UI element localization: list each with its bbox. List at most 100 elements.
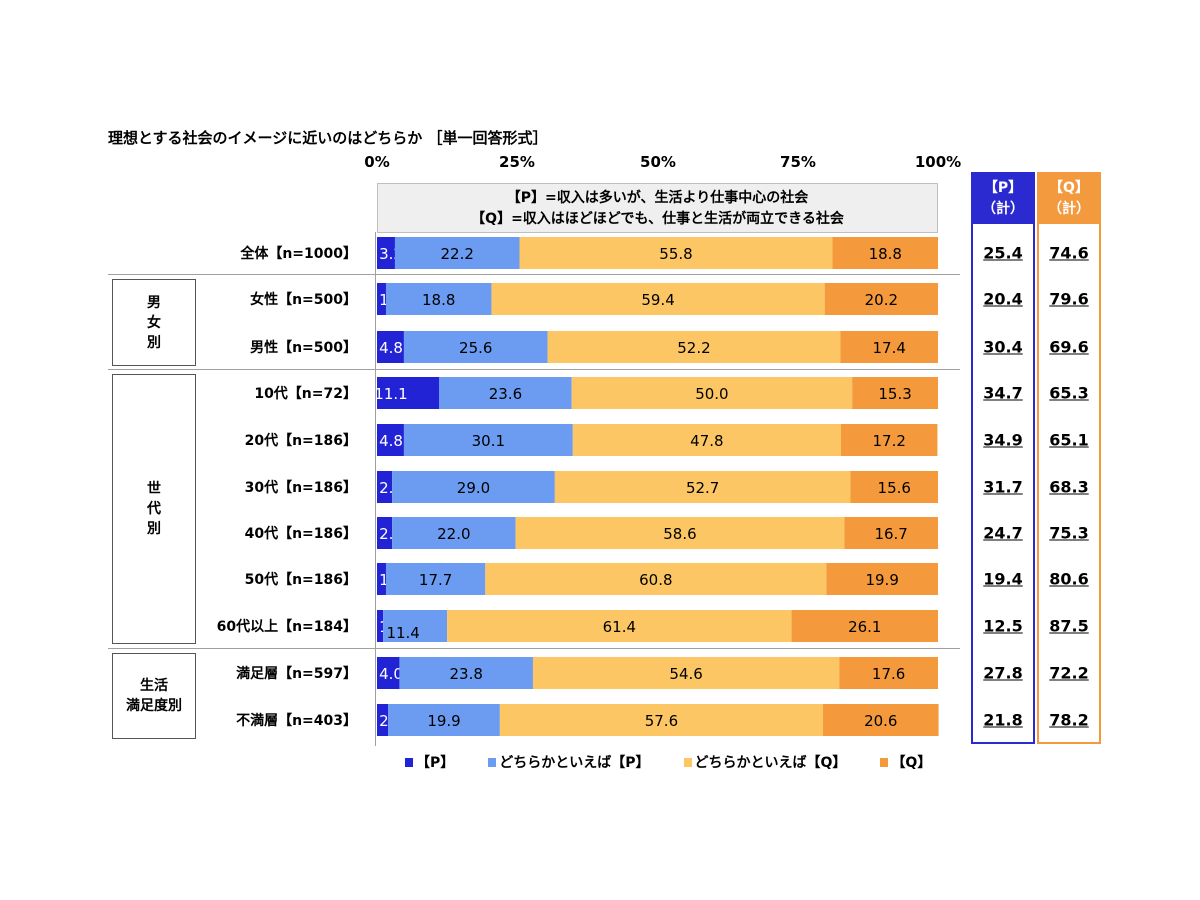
row-label: 20代【n=186】 — [244, 433, 357, 449]
x-tick-label: 100% — [914, 153, 962, 171]
legend-swatch — [488, 757, 497, 767]
q-total-value: 68.3 — [1049, 477, 1089, 497]
data-label-lean-p: 19.9 — [427, 712, 460, 730]
bar-segment-lean-q — [519, 237, 833, 269]
row-label: 60代以上【n=184】 — [216, 619, 357, 635]
data-label-lean-q: 61.4 — [603, 618, 636, 636]
bar-segment-lean-q — [499, 704, 823, 736]
legend-swatch — [683, 757, 692, 767]
bar-segment-lean-p — [403, 424, 573, 456]
bar-segment-p — [377, 377, 440, 409]
q-total-value: 79.6 — [1049, 289, 1089, 309]
bar-segment-q — [824, 283, 938, 315]
bar-segment-p — [377, 283, 386, 315]
p-total-value: 34.9 — [983, 430, 1023, 450]
data-label-p: 4.0 — [379, 665, 403, 683]
group-label-satisfaction: 生活 満足度別 — [112, 653, 196, 739]
group-label-line: 世 — [147, 481, 161, 497]
row-label: 10代【n=72】 — [254, 386, 357, 402]
q-total-value: 74.6 — [1049, 243, 1089, 263]
legend-item-lean-p: どちらかといえば【P】 — [488, 752, 650, 772]
q-total-value: 87.5 — [1049, 616, 1089, 636]
row-label: 30代【n=186】 — [244, 480, 357, 496]
bar-segment-lean-p — [403, 331, 548, 363]
legend-item-lean-q: どちらかといえば【Q】 — [683, 752, 847, 772]
data-label-lean-p: 18.8 — [422, 291, 455, 309]
data-label-lean-p: 29.0 — [457, 479, 490, 497]
bar-segment-q — [844, 517, 938, 549]
group-label-gender: 男 女 別 — [112, 279, 196, 366]
bar-segment-p — [377, 237, 395, 269]
p-total-value: 27.8 — [983, 663, 1023, 683]
x-tick-label: 25% — [499, 153, 535, 171]
bar-segment-lean-q — [485, 563, 827, 595]
group-label-line: 別 — [147, 334, 161, 351]
group-label-line: 満足度別 — [126, 698, 182, 714]
bar-segment-p — [377, 331, 404, 363]
bar-segment-lean-p — [399, 657, 533, 689]
group-separator — [108, 274, 960, 275]
p-total-value: 12.5 — [983, 616, 1023, 636]
bar-segment-lean-q — [572, 424, 841, 456]
q-total-value: 75.3 — [1049, 523, 1089, 543]
p-total-value: 21.8 — [983, 710, 1023, 730]
x-tick-label: 50% — [640, 153, 676, 171]
bar-segment-p — [377, 563, 386, 595]
data-label-p: 11.1 — [374, 385, 407, 403]
p-total-header-line: （計） — [982, 201, 1024, 217]
bar-segment-q — [832, 237, 938, 269]
bar-segment-q — [852, 377, 938, 409]
axis-baseline — [375, 232, 376, 746]
bar-segment-p — [377, 704, 389, 736]
data-label-lean-q: 47.8 — [690, 432, 723, 450]
q-total-value: 78.2 — [1049, 710, 1089, 730]
data-label-lean-p: 22.2 — [441, 245, 474, 263]
p-total-value: 30.4 — [983, 337, 1023, 357]
q-total-value: 80.6 — [1049, 569, 1089, 589]
data-label-lean-q: 55.8 — [659, 245, 692, 263]
bar-segment-lean-q — [547, 331, 841, 363]
q-total-header: 【Q】 （計） — [1039, 174, 1099, 224]
bar-segment-p — [377, 471, 393, 503]
data-label-p: 4.8 — [379, 339, 403, 357]
definition-box: 【P】=収入は多いが、生活より仕事中心の社会 【Q】=収入はほどほどでも、仕事と… — [377, 183, 938, 233]
data-label-q: 17.6 — [872, 665, 905, 683]
bar-segment-lean-q — [515, 517, 845, 549]
group-label-line: 別 — [147, 521, 161, 537]
group-label-line: 生活 — [140, 678, 168, 694]
data-label-lean-p: 25.6 — [459, 339, 492, 357]
data-label-q: 20.2 — [865, 291, 898, 309]
legend-label: どちらかといえば【P】 — [499, 755, 650, 771]
p-total-value: 24.7 — [983, 523, 1023, 543]
bar-segment-lean-q — [554, 471, 851, 503]
data-label-lean-p: 22.0 — [437, 525, 470, 543]
data-label-lean-p: 17.7 — [419, 571, 452, 589]
p-total-value: 25.4 — [983, 243, 1023, 263]
row-label: 女性【n=500】 — [250, 292, 357, 308]
legend-item-p: 【P】 — [405, 752, 454, 772]
definition-line-p: 【P】=収入は多いが、生活より仕事中心の社会 — [506, 190, 809, 206]
data-label-q: 15.3 — [878, 385, 911, 403]
q-total-value: 65.3 — [1049, 383, 1089, 403]
bar-segment-lean-q — [491, 283, 825, 315]
legend-label: 【Q】 — [891, 755, 932, 771]
data-label-lean-q: 52.2 — [677, 339, 710, 357]
bar-segment-lean-p — [392, 471, 555, 503]
data-label-q: 26.1 — [848, 618, 881, 636]
q-total-column: 【Q】 （計） — [1037, 172, 1101, 744]
legend-label: どちらかといえば【Q】 — [694, 755, 847, 771]
data-label-lean-p: 11.4 — [386, 624, 419, 642]
q-total-header-line: （計） — [1048, 201, 1090, 217]
row-label: 不満層【n=403】 — [236, 713, 357, 729]
row-label: 男性【n=500】 — [250, 340, 357, 356]
definition-line-q: 【Q】=収入はほどほどでも、仕事と生活が両立できる社会 — [471, 211, 844, 227]
data-label-q: 17.2 — [872, 432, 905, 450]
p-total-value: 34.7 — [983, 383, 1023, 403]
bar-segment-q — [822, 704, 939, 736]
bar-segment-q — [850, 471, 938, 503]
row-label: 40代【n=186】 — [244, 526, 357, 542]
data-label-lean-p: 23.8 — [449, 665, 482, 683]
p-total-value: 31.7 — [983, 477, 1023, 497]
data-label-lean-q: 50.0 — [695, 385, 728, 403]
data-label-lean-q: 58.6 — [663, 525, 696, 543]
